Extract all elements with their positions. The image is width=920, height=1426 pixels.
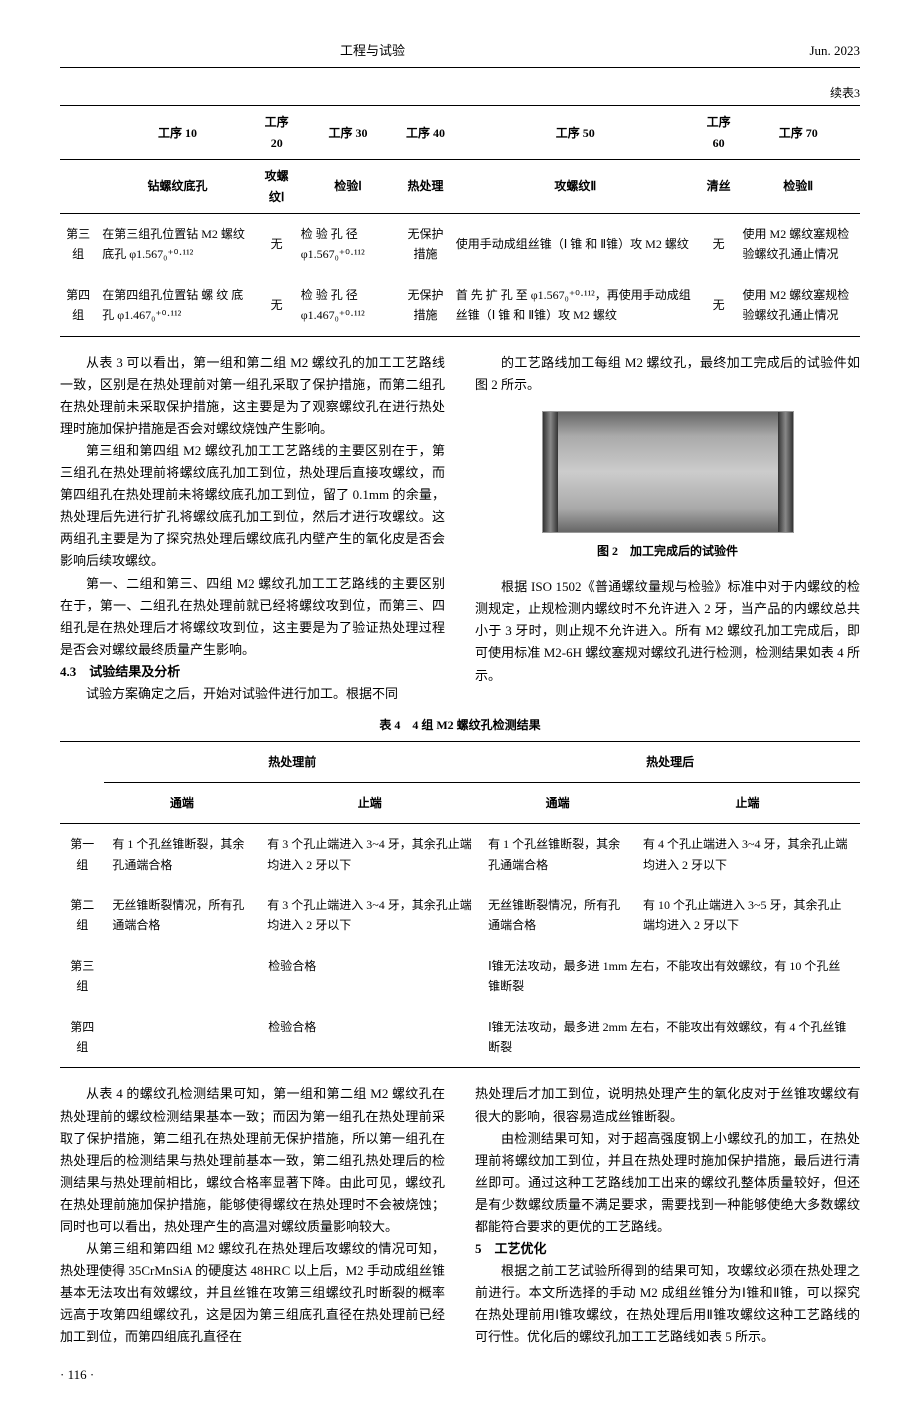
page-number: · 116 · bbox=[60, 1364, 860, 1386]
para: 热处理后才加工到位，说明热处理产生的氧化皮对于丝锥攻螺纹有很大的影响，很容易造成… bbox=[475, 1083, 860, 1127]
t3-r2-c7: 使用 M2 螺纹塞规检验螺纹孔通止情况 bbox=[737, 275, 860, 336]
para: 的工艺路线加工每组 M2 螺纹孔，最终加工完成后的试验件如图 2 所示。 bbox=[475, 352, 860, 396]
figure-2-image bbox=[542, 411, 794, 533]
t3-r2-c5: 首 先 扩 孔 至 φ1.567₀⁺⁰·¹¹²，再使用手动成组丝锥（Ⅰ 锥 和 … bbox=[450, 275, 701, 336]
t3-h1-4: 工序 40 bbox=[401, 106, 449, 160]
t3-r1-c2: 无 bbox=[259, 214, 295, 275]
table-row: 第四组 在第四组孔位置钻 螺 纹 底 孔 φ1.467₀⁺⁰·¹¹² 无 检 验… bbox=[60, 275, 860, 336]
t4-hg2: 热处理后 bbox=[480, 741, 860, 782]
t4-r1-label: 第一组 bbox=[60, 824, 104, 885]
t4-s4: 止端 bbox=[635, 782, 860, 823]
para: 由检测结果可知，对于超高强度钢上小螺纹孔的加工，在热处理前将螺纹加工到位，并且在… bbox=[475, 1128, 860, 1238]
para: 根据 ISO 1502《普通螺纹量规与检验》标准中对于内螺纹的检测规定，止规检测… bbox=[475, 576, 860, 686]
t4-r4-ab: 检验合格 bbox=[104, 1007, 480, 1068]
t4-r1-d: 有 4 个孔止端进入 3~4 牙，其余孔止端均进入 2 牙以下 bbox=[635, 824, 860, 885]
t4-r1-a: 有 1 个孔丝锥断裂，其余孔通端合格 bbox=[104, 824, 259, 885]
t3-r1-c7: 使用 M2 螺纹塞规检验螺纹孔通止情况 bbox=[737, 214, 860, 275]
t3-h1-3: 工序 30 bbox=[295, 106, 402, 160]
t3-h2-2: 攻螺纹Ⅰ bbox=[259, 160, 295, 214]
t3-r2-c4: 无保护措施 bbox=[401, 275, 449, 336]
t4-s3: 通端 bbox=[480, 782, 635, 823]
t3-h1-5: 工序 50 bbox=[450, 106, 701, 160]
t3-r1-c6: 无 bbox=[701, 214, 737, 275]
t3-r1-c4: 无保护措施 bbox=[401, 214, 449, 275]
t4-r4-label: 第四组 bbox=[60, 1007, 104, 1068]
t3-r1-c5: 使用手动成组丝锥（Ⅰ 锥 和 Ⅱ锥）攻 M2 螺纹 bbox=[450, 214, 701, 275]
t3-r2-c3: 检 验 孔 径 φ1.467₀⁺⁰·¹¹² bbox=[295, 275, 402, 336]
para: 从表 3 可以看出，第一组和第二组 M2 螺纹孔的加工工艺路线一致，区别是在热处… bbox=[60, 352, 445, 440]
t4-r2-a: 无丝锥断裂情况，所有孔通端合格 bbox=[104, 885, 259, 946]
table-4-caption: 表 4 4 组 M2 螺纹孔检测结果 bbox=[60, 715, 860, 735]
t4-r2-c: 无丝锥断裂情况，所有孔通端合格 bbox=[480, 885, 635, 946]
para: 第三组和第四组 M2 螺纹孔加工工艺路线的主要区别在于，第三组孔在热处理前将螺纹… bbox=[60, 440, 445, 573]
t3-h1-2: 工序 20 bbox=[259, 106, 295, 160]
figure-2: 图 2 加工完成后的试验件 bbox=[475, 411, 860, 561]
t4-s2: 止端 bbox=[259, 782, 480, 823]
table-3: 工序 10 工序 20 工序 30 工序 40 工序 50 工序 60 工序 7… bbox=[60, 105, 860, 336]
t3-r2-c6: 无 bbox=[701, 275, 737, 336]
t3-h2-6: 清丝 bbox=[701, 160, 737, 214]
para: 从第三组和第四组 M2 螺纹孔在热处理后攻螺纹的情况可知，热处理使得 35CrM… bbox=[60, 1238, 445, 1348]
t3-h2-1: 钻螺纹底孔 bbox=[96, 160, 258, 214]
section-4-3-head: 4.3 试验结果及分析 bbox=[60, 661, 445, 683]
t4-r2-d: 有 10 个孔止端进入 3~5 牙，其余孔止端均进入 2 牙以下 bbox=[635, 885, 860, 946]
figure-2-caption: 图 2 加工完成后的试验件 bbox=[475, 541, 860, 561]
body-text-1: 从表 3 可以看出，第一组和第二组 M2 螺纹孔的加工工艺路线一致，区别是在热处… bbox=[60, 352, 860, 706]
table-row: 第三组 在第三组孔位置钻 M2 螺纹底孔 φ1.567₀⁺⁰·¹¹² 无 检 验… bbox=[60, 214, 860, 275]
para: 第一、二组和第三、四组 M2 螺纹孔加工工艺路线的主要区别在于，第一、二组孔在热… bbox=[60, 573, 445, 661]
header-rule bbox=[60, 67, 860, 68]
t4-r1-b: 有 3 个孔止端进入 3~4 牙，其余孔止端均进入 2 牙以下 bbox=[259, 824, 480, 885]
table-3-continued-label: 续表3 bbox=[60, 83, 860, 103]
t3-h1-6: 工序 60 bbox=[701, 106, 737, 160]
journal-title: 工程与试验 bbox=[340, 40, 405, 62]
t4-hg1: 热处理前 bbox=[104, 741, 480, 782]
t4-r4-cd: Ⅰ锥无法攻动，最多进 2mm 左右，不能攻出有效螺纹，有 4 个孔丝锥断裂 bbox=[480, 1007, 860, 1068]
t3-h2-4: 热处理 bbox=[401, 160, 449, 214]
t3-h1-1: 工序 10 bbox=[96, 106, 258, 160]
table-4: 热处理前 热处理后 通端 止端 通端 止端 第一组 有 1 个孔丝锥断裂，其余孔… bbox=[60, 741, 860, 1069]
table-row: 第三组 检验合格 Ⅰ锥无法攻动，最多进 1mm 左右，不能攻出有效螺纹，有 10… bbox=[60, 946, 860, 1007]
t3-r1-c1: 在第三组孔位置钻 M2 螺纹底孔 φ1.567₀⁺⁰·¹¹² bbox=[96, 214, 258, 275]
t3-h2-3: 检验Ⅰ bbox=[295, 160, 402, 214]
body-text-2: 从表 4 的螺纹孔检测结果可知，第一组和第二组 M2 螺纹孔在热处理前的螺纹检测… bbox=[60, 1083, 860, 1348]
t3-h1-7: 工序 70 bbox=[737, 106, 860, 160]
table-row: 第二组 无丝锥断裂情况，所有孔通端合格 有 3 个孔止端进入 3~4 牙，其余孔… bbox=[60, 885, 860, 946]
section-5-head: 5 工艺优化 bbox=[475, 1238, 860, 1260]
t4-r3-label: 第三组 bbox=[60, 946, 104, 1007]
t3-r2-c1: 在第四组孔位置钻 螺 纹 底 孔 φ1.467₀⁺⁰·¹¹² bbox=[96, 275, 258, 336]
t3-r2-c2: 无 bbox=[259, 275, 295, 336]
t3-h2-7: 检验Ⅱ bbox=[737, 160, 860, 214]
t4-s1: 通端 bbox=[104, 782, 259, 823]
t4-r2-label: 第二组 bbox=[60, 885, 104, 946]
t3-r2-label: 第四组 bbox=[60, 275, 96, 336]
para: 从表 4 的螺纹孔检测结果可知，第一组和第二组 M2 螺纹孔在热处理前的螺纹检测… bbox=[60, 1083, 445, 1238]
t4-r3-ab: 检验合格 bbox=[104, 946, 480, 1007]
para: 试验方案确定之后，开始对试验件进行加工。根据不同 bbox=[60, 683, 445, 705]
t3-r1-c3: 检 验 孔 径 φ1.567₀⁺⁰·¹¹² bbox=[295, 214, 402, 275]
page-header: 工程与试验 Jun. 2023 bbox=[60, 40, 860, 62]
table-row: 第一组 有 1 个孔丝锥断裂，其余孔通端合格 有 3 个孔止端进入 3~4 牙，… bbox=[60, 824, 860, 885]
t4-r3-cd: Ⅰ锥无法攻动，最多进 1mm 左右，不能攻出有效螺纹，有 10 个孔丝锥断裂 bbox=[480, 946, 860, 1007]
table-row: 第四组 检验合格 Ⅰ锥无法攻动，最多进 2mm 左右，不能攻出有效螺纹，有 4 … bbox=[60, 1007, 860, 1068]
para: 根据之前工艺试验所得到的结果可知，攻螺纹必须在热处理之前进行。本文所选择的手动 … bbox=[475, 1260, 860, 1348]
t4-r2-b: 有 3 个孔止端进入 3~4 牙，其余孔止端均进入 2 牙以下 bbox=[259, 885, 480, 946]
t4-r1-c: 有 1 个孔丝锥断裂，其余孔通端合格 bbox=[480, 824, 635, 885]
t3-r1-label: 第三组 bbox=[60, 214, 96, 275]
issue-date: Jun. 2023 bbox=[809, 40, 860, 62]
t3-h2-5: 攻螺纹Ⅱ bbox=[450, 160, 701, 214]
